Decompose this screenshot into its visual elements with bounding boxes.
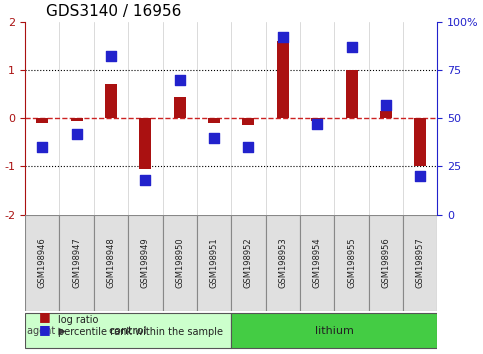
FancyBboxPatch shape xyxy=(25,215,59,311)
Point xyxy=(107,54,115,59)
FancyBboxPatch shape xyxy=(231,313,438,348)
Bar xyxy=(105,85,117,118)
Text: GSM198947: GSM198947 xyxy=(72,238,81,289)
Text: GSM198953: GSM198953 xyxy=(278,238,287,289)
Point xyxy=(176,77,184,82)
Text: GSM198955: GSM198955 xyxy=(347,238,356,288)
FancyBboxPatch shape xyxy=(128,215,162,311)
Bar xyxy=(174,97,185,118)
FancyBboxPatch shape xyxy=(59,215,94,311)
Text: GSM198954: GSM198954 xyxy=(313,238,322,288)
Point xyxy=(279,34,287,40)
Text: GSM198946: GSM198946 xyxy=(38,238,47,289)
Text: GSM198951: GSM198951 xyxy=(210,238,219,288)
Bar xyxy=(208,118,220,123)
Text: log ratio: log ratio xyxy=(58,315,99,325)
FancyBboxPatch shape xyxy=(334,215,369,311)
Text: percentile rank within the sample: percentile rank within the sample xyxy=(58,327,223,337)
Bar xyxy=(242,118,255,125)
Bar xyxy=(71,118,83,121)
Text: lithium: lithium xyxy=(315,326,354,336)
FancyBboxPatch shape xyxy=(94,215,128,311)
FancyBboxPatch shape xyxy=(369,215,403,311)
Text: ■: ■ xyxy=(39,310,50,323)
Bar xyxy=(311,118,323,121)
FancyBboxPatch shape xyxy=(231,215,266,311)
Text: GSM198950: GSM198950 xyxy=(175,238,184,288)
Bar xyxy=(414,118,426,166)
Point xyxy=(210,135,218,140)
Bar xyxy=(345,70,357,118)
Point xyxy=(38,144,46,150)
Bar xyxy=(277,41,289,118)
Text: GDS3140 / 16956: GDS3140 / 16956 xyxy=(45,4,181,19)
Text: GSM198956: GSM198956 xyxy=(382,238,390,289)
Bar xyxy=(139,118,151,169)
Text: agent ▶: agent ▶ xyxy=(27,326,66,336)
Bar xyxy=(380,111,392,118)
Text: GSM198949: GSM198949 xyxy=(141,238,150,288)
Text: GSM198952: GSM198952 xyxy=(244,238,253,288)
FancyBboxPatch shape xyxy=(25,313,231,348)
Text: control: control xyxy=(109,326,147,336)
Point xyxy=(416,173,424,179)
Point xyxy=(348,44,355,50)
FancyBboxPatch shape xyxy=(266,215,300,311)
Text: ■: ■ xyxy=(39,323,50,336)
FancyBboxPatch shape xyxy=(300,215,334,311)
Point xyxy=(382,102,390,108)
Text: GSM198948: GSM198948 xyxy=(106,238,115,289)
Point xyxy=(313,121,321,127)
FancyBboxPatch shape xyxy=(162,215,197,311)
Point xyxy=(73,131,81,137)
Point xyxy=(244,144,252,150)
Text: GSM198957: GSM198957 xyxy=(416,238,425,289)
FancyBboxPatch shape xyxy=(197,215,231,311)
Bar xyxy=(36,118,48,123)
Point xyxy=(142,177,149,183)
FancyBboxPatch shape xyxy=(403,215,438,311)
